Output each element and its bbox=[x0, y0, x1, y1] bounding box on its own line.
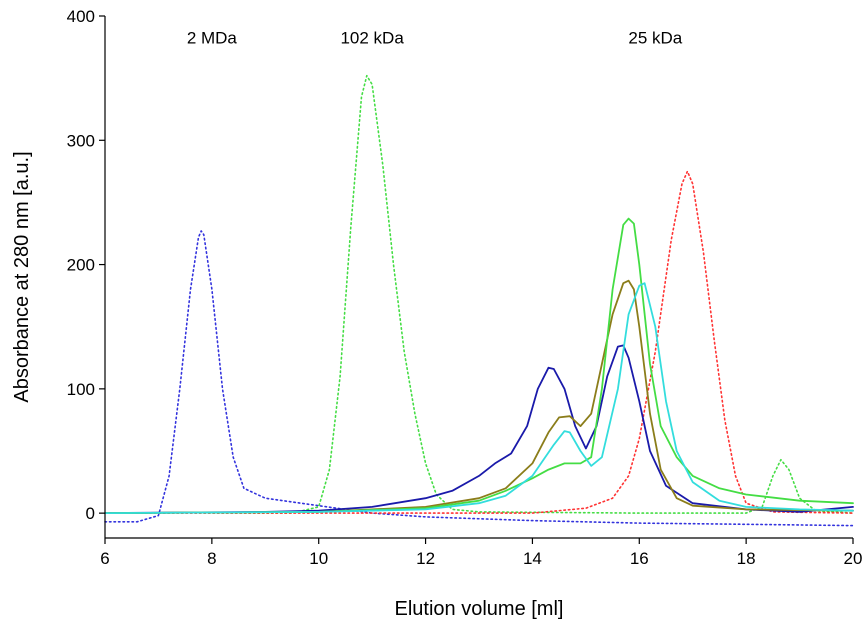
series-line-3 bbox=[104, 170, 854, 514]
x-tick-label-10: 10 bbox=[309, 549, 328, 568]
x-tick-label-20: 20 bbox=[844, 549, 863, 568]
x-tick-label-6: 6 bbox=[100, 549, 109, 568]
series-line-6 bbox=[104, 217, 854, 514]
series-line-4 bbox=[104, 344, 854, 514]
y-tick-label-200: 200 bbox=[67, 256, 95, 275]
y-axis-title: Absorbance at 280 nm [a.u.] bbox=[11, 151, 33, 402]
annotation-layer: 2 MDa 102 kDa 25 kDa bbox=[187, 28, 683, 47]
annotation-2: 102 kDa bbox=[340, 28, 404, 47]
y-tick-label-0: 0 bbox=[86, 504, 95, 523]
x-tick-label-18: 18 bbox=[737, 549, 756, 568]
annotation-1: 2 MDa bbox=[187, 28, 238, 47]
series-line-7 bbox=[104, 282, 854, 514]
series-line-5 bbox=[104, 279, 854, 514]
x-tick-label-16: 16 bbox=[630, 549, 649, 568]
y-tick-label-300: 300 bbox=[67, 131, 95, 150]
x-tick-label-12: 12 bbox=[416, 549, 435, 568]
series-line-2 bbox=[104, 74, 854, 514]
y-tick-label-100: 100 bbox=[67, 380, 95, 399]
axes-layer bbox=[104, 16, 853, 539]
x-tick-label-14: 14 bbox=[523, 549, 542, 568]
x-tick-label-8: 8 bbox=[207, 549, 216, 568]
series-line-1 bbox=[104, 230, 854, 527]
y-tick-label-400: 400 bbox=[67, 7, 95, 26]
x-axis-title: Elution volume [ml] bbox=[395, 598, 564, 620]
annotation-3: 25 kDa bbox=[628, 28, 682, 47]
series-layer bbox=[104, 74, 854, 527]
